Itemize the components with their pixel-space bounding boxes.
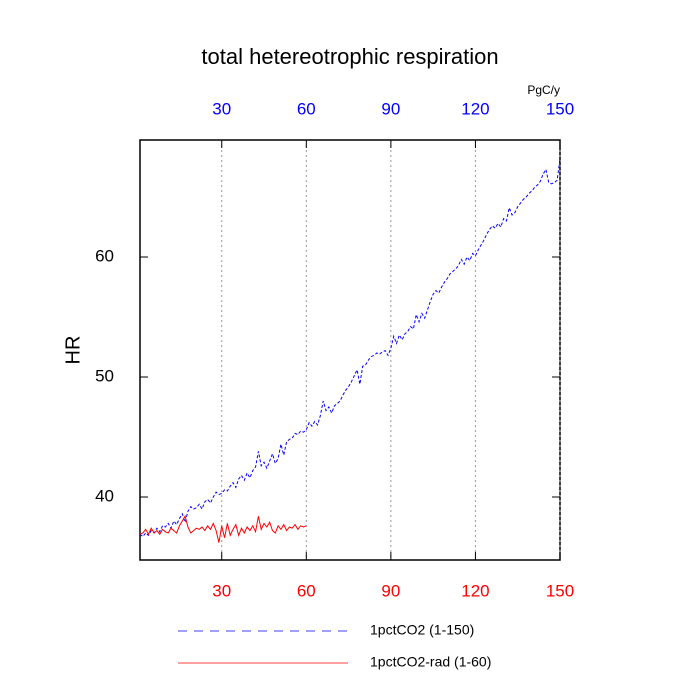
series-line	[139, 158, 561, 538]
x-top-tick-label: 150	[546, 99, 574, 118]
y-axis-label: HR	[62, 336, 84, 365]
x-top-tick-label: 60	[297, 99, 316, 118]
legend-label: 1pctCO2 (1-150)	[370, 622, 474, 638]
x-tick-label: 60	[297, 581, 316, 600]
y-tick-label: 60	[95, 246, 114, 265]
x-top-tick-label: 120	[461, 99, 489, 118]
x-tick-label: 30	[212, 581, 231, 600]
legend-label: 1pctCO2-rad (1-60)	[370, 654, 491, 670]
x-tick-label: 120	[461, 581, 489, 600]
x-tick-label: 150	[546, 581, 574, 600]
series-line	[139, 514, 307, 543]
y-tick-label: 40	[95, 486, 114, 505]
x-top-tick-label: 90	[381, 99, 400, 118]
top-axis-label: PgC/y	[527, 83, 560, 97]
x-top-tick-label: 30	[212, 99, 231, 118]
chart-title: total hetereotrophic respiration	[201, 44, 498, 69]
y-tick-label: 50	[95, 366, 114, 385]
x-tick-label: 90	[381, 581, 400, 600]
plot-frame	[139, 139, 561, 561]
